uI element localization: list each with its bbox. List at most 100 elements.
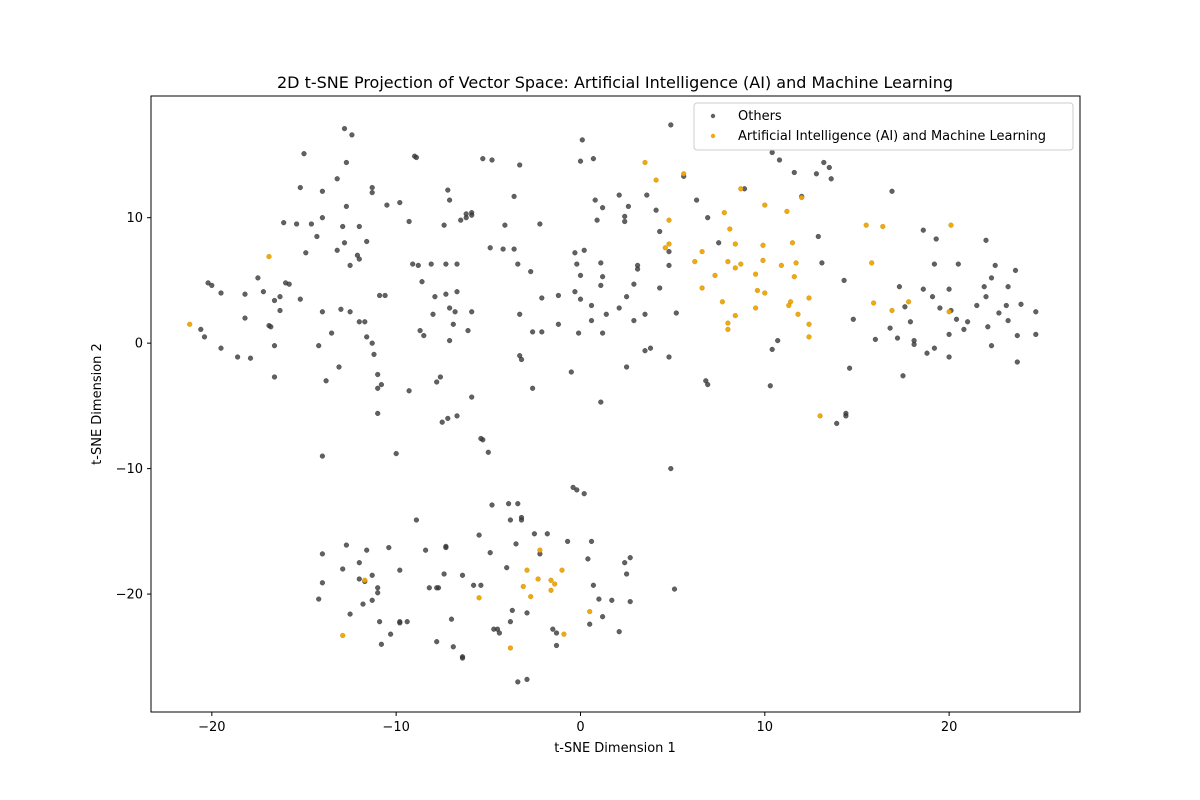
data-point xyxy=(642,311,648,317)
data-point xyxy=(445,415,451,421)
data-point xyxy=(572,250,578,256)
data-point xyxy=(793,260,799,266)
data-point xyxy=(430,311,436,317)
data-point xyxy=(478,435,484,442)
data-point xyxy=(271,343,278,349)
data-point xyxy=(209,282,215,288)
data-point xyxy=(369,185,375,191)
data-point xyxy=(340,566,346,572)
data-point xyxy=(596,596,602,602)
data-point xyxy=(552,581,558,587)
data-point xyxy=(316,596,322,602)
data-point xyxy=(443,545,449,551)
data-point xyxy=(953,316,960,322)
data-point xyxy=(454,413,460,419)
data-point xyxy=(983,294,989,300)
data-point xyxy=(847,365,853,371)
data-point xyxy=(338,306,344,312)
data-point xyxy=(946,286,952,292)
data-point xyxy=(843,413,849,419)
data-point xyxy=(413,154,419,161)
chart-title: 2D t-SNE Projection of Vector Space: Art… xyxy=(277,73,953,92)
data-point xyxy=(334,247,340,253)
legend-label-others: Others xyxy=(738,109,782,124)
data-point xyxy=(539,295,545,301)
data-point xyxy=(590,582,596,588)
data-point xyxy=(524,567,530,573)
data-point xyxy=(570,484,576,490)
data-point xyxy=(598,399,604,405)
data-point xyxy=(896,284,902,290)
data-point xyxy=(441,222,447,228)
data-point xyxy=(360,601,366,607)
data-point xyxy=(341,240,348,246)
data-point xyxy=(600,614,606,620)
data-point xyxy=(281,220,287,226)
data-point xyxy=(375,410,381,416)
data-point xyxy=(308,221,314,227)
legend-label-ai-ml: Artificial Intelligence (AI) and Machine… xyxy=(738,129,1046,144)
data-point xyxy=(594,217,600,223)
data-point xyxy=(673,310,679,316)
data-point xyxy=(900,373,906,379)
data-point xyxy=(356,223,362,230)
data-point xyxy=(624,571,630,577)
data-point xyxy=(375,590,381,596)
data-point xyxy=(819,260,825,266)
x-axis-label: t-SNE Dimension 1 xyxy=(554,741,676,756)
data-point xyxy=(775,338,781,344)
data-point xyxy=(469,394,475,400)
data-point xyxy=(319,580,325,586)
data-point xyxy=(906,299,912,305)
data-point xyxy=(587,609,593,615)
data-point xyxy=(727,226,733,232)
data-point xyxy=(789,240,796,246)
data-point xyxy=(776,157,783,163)
data-point xyxy=(369,597,375,603)
data-point xyxy=(719,299,725,305)
data-point xyxy=(384,202,390,208)
legend-box xyxy=(693,102,1074,151)
data-point xyxy=(635,266,641,272)
data-point xyxy=(517,162,523,168)
data-point xyxy=(705,215,711,221)
data-point xyxy=(417,328,423,334)
data-point xyxy=(388,631,394,637)
data-point xyxy=(515,501,521,507)
data-point xyxy=(598,260,604,266)
data-point xyxy=(507,517,513,523)
data-point xyxy=(609,597,615,603)
data-point xyxy=(487,550,493,556)
data-point xyxy=(681,171,687,177)
data-point xyxy=(821,159,827,166)
data-point xyxy=(577,158,584,164)
data-point xyxy=(559,567,565,573)
data-point xyxy=(517,311,523,317)
data-point xyxy=(319,309,325,315)
data-point xyxy=(434,585,440,591)
series-others xyxy=(198,122,1039,685)
data-point xyxy=(666,241,672,247)
data-point xyxy=(478,582,484,588)
x-tick-label: −10 xyxy=(382,720,409,735)
data-point xyxy=(622,213,628,219)
data-point xyxy=(375,371,381,378)
data-point xyxy=(716,240,722,246)
data-point xyxy=(515,679,521,685)
data-point xyxy=(301,151,307,157)
data-point xyxy=(343,203,349,209)
y-axis-label: t-SNE Dimension 2 xyxy=(90,343,105,465)
data-point xyxy=(762,202,768,208)
data-point xyxy=(981,284,987,290)
data-point xyxy=(469,309,475,315)
data-point xyxy=(459,655,466,661)
data-point xyxy=(356,576,362,582)
data-point xyxy=(469,212,475,218)
data-point xyxy=(340,223,346,230)
data-point xyxy=(738,261,744,267)
data-point xyxy=(791,169,797,176)
data-point xyxy=(579,137,585,143)
data-point xyxy=(985,324,991,330)
data-point xyxy=(588,302,595,309)
data-point xyxy=(535,576,541,582)
